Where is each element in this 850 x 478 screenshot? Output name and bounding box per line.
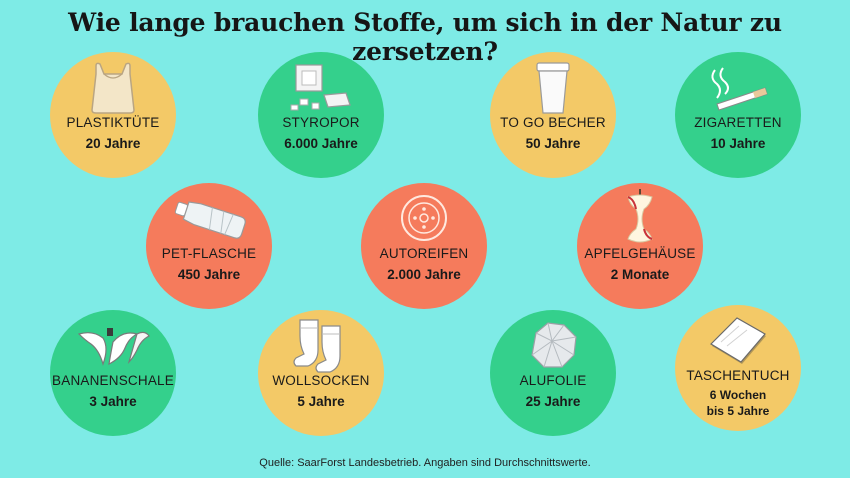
item-duration: 20 Jahre <box>85 136 141 151</box>
card-apfelgehaeuse: APFELGEHÄUSE 2 Monate <box>577 183 703 309</box>
card-wollsocken: WOLLSOCKEN 5 Jahre <box>258 310 384 436</box>
item-duration: 5 Jahre <box>297 394 345 409</box>
banana-peel-icon <box>50 310 176 380</box>
tire-icon <box>361 183 487 253</box>
card-autoreifen: AUTOREIFEN 2.000 Jahre <box>361 183 487 309</box>
bottle-icon <box>146 183 272 253</box>
item-duration: 50 Jahre <box>525 136 581 151</box>
tissue-icon <box>675 305 801 375</box>
item-duration: 6.000 Jahre <box>284 136 358 151</box>
item-name: PET-FLASCHE <box>161 246 257 261</box>
item-duration: 450 Jahre <box>177 267 241 282</box>
item-name: BANANENSCHALE <box>52 373 174 388</box>
item-name: TASCHENTUCH <box>686 368 790 383</box>
item-name: AUTOREIFEN <box>379 246 469 261</box>
item-duration: 2.000 Jahre <box>387 267 461 282</box>
item-duration: 10 Jahre <box>710 136 766 151</box>
source-note: Quelle: SaarForst Landesbetrieb. Angaben… <box>259 457 591 469</box>
item-name: WOLLSOCKEN <box>272 373 370 388</box>
duration-line-2: bis 5 Jahre <box>706 404 770 418</box>
coffee-cup-icon <box>490 52 616 122</box>
item-name: PLASTIKTÜTE <box>66 115 160 130</box>
card-taschentuch: TASCHENTUCH 6 Wochen bis 5 Jahre <box>675 305 801 431</box>
foil-ball-icon <box>490 310 616 380</box>
plastic-bag-icon <box>50 52 176 122</box>
card-alufolie: ALUFOLIE 25 Jahre <box>490 310 616 436</box>
item-name: APFELGEHÄUSE <box>584 246 696 261</box>
duration-line-1: 6 Wochen <box>709 388 767 402</box>
item-duration: 25 Jahre <box>525 394 581 409</box>
card-bananenschale: BANANENSCHALE 3 Jahre <box>50 310 176 436</box>
card-to-go-becher: TO GO BECHER 50 Jahre <box>490 52 616 178</box>
cigarette-icon <box>675 52 801 122</box>
card-styropor: STYROPOR 6.000 Jahre <box>258 52 384 178</box>
card-plastiktuete: PLASTIKTÜTE 20 Jahre <box>50 52 176 178</box>
page-title: Wie lange brauchen Stoffe, um sich in de… <box>68 8 782 66</box>
item-name: ZIGARETTEN <box>694 115 782 130</box>
item-name: STYROPOR <box>282 115 360 130</box>
card-zigaretten: ZIGARETTEN 10 Jahre <box>675 52 801 178</box>
styrofoam-icon <box>258 52 384 122</box>
item-duration: 2 Monate <box>610 267 670 282</box>
card-pet-flasche: PET-FLASCHE 450 Jahre <box>146 183 272 309</box>
item-duration: 6 Wochen bis 5 Jahre <box>675 387 801 419</box>
item-duration: 3 Jahre <box>89 394 137 409</box>
item-name: ALUFOLIE <box>519 373 587 388</box>
apple-core-icon <box>577 183 703 253</box>
socks-icon <box>258 310 384 380</box>
item-name: TO GO BECHER <box>500 115 606 130</box>
